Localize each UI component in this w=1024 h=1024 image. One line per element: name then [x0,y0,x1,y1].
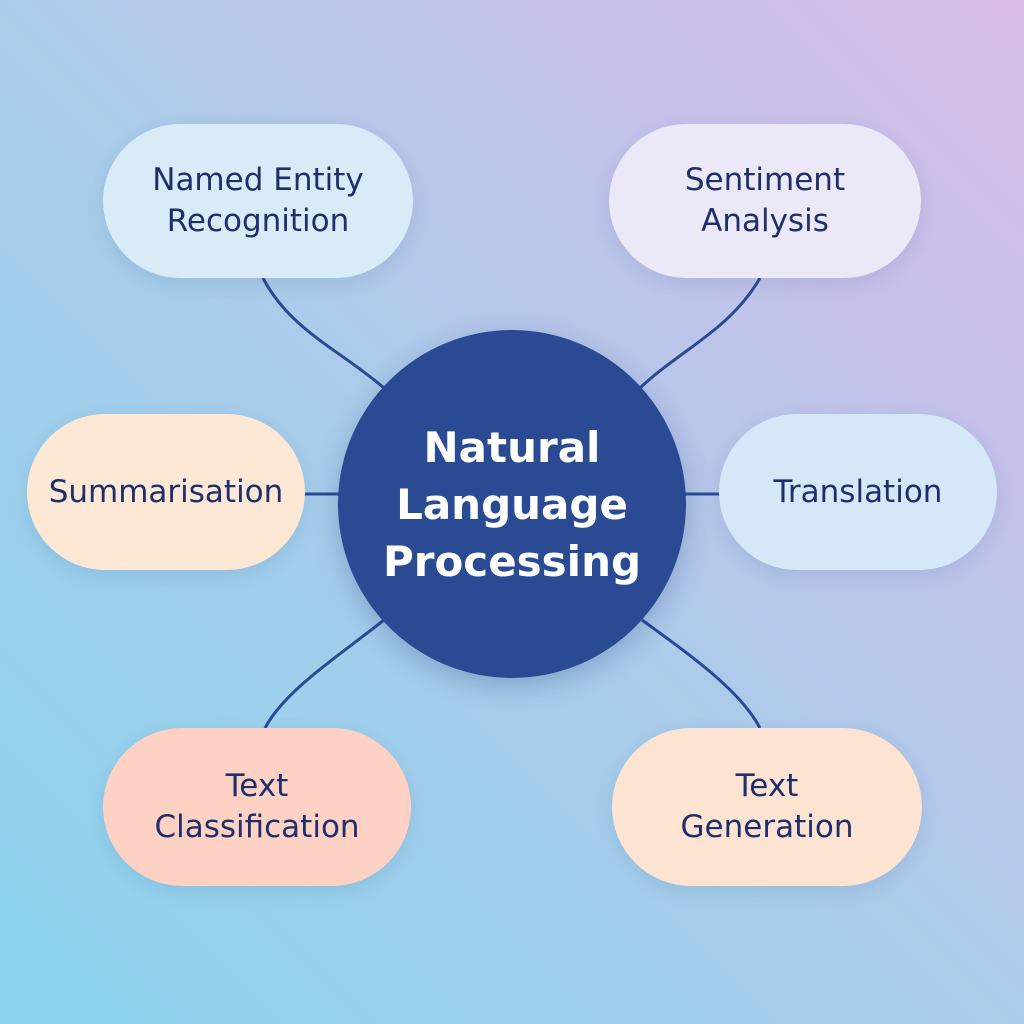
connector-text-classification [263,618,385,729]
node-sentiment-analysis: Sentiment Analysis [609,124,921,278]
node-named-entity-recognition: Named Entity Recognition [103,124,413,278]
center-label-line: Natural [423,422,601,472]
node-label-line: Sentiment [684,162,846,198]
node-label-line: Recognition [166,203,350,239]
connector-text-generation [641,618,762,729]
node-label-line: Analysis [701,203,829,239]
node-label-line: Named Entity [152,162,364,198]
center-label-line: Language [396,479,628,529]
center-node-nlp: Natural Language Processing [338,330,686,678]
node-label-line: Classification [154,809,360,845]
node-label-line: Summarisation [48,473,284,510]
node-label-line: Translation [773,473,943,510]
node-label-line: Text [735,768,799,804]
center-label-line: Processing [382,536,642,586]
node-label-line: Text [225,768,289,804]
connector-named-entity-recognition [261,277,385,390]
connector-sentiment-analysis [638,277,762,390]
node-label-line: Generation [680,809,854,845]
node-summarisation: Summarisation [27,414,305,570]
node-text-generation: Text Generation [612,728,922,886]
node-text-classification: Text Classification [103,728,411,886]
node-translation: Translation [719,414,997,570]
